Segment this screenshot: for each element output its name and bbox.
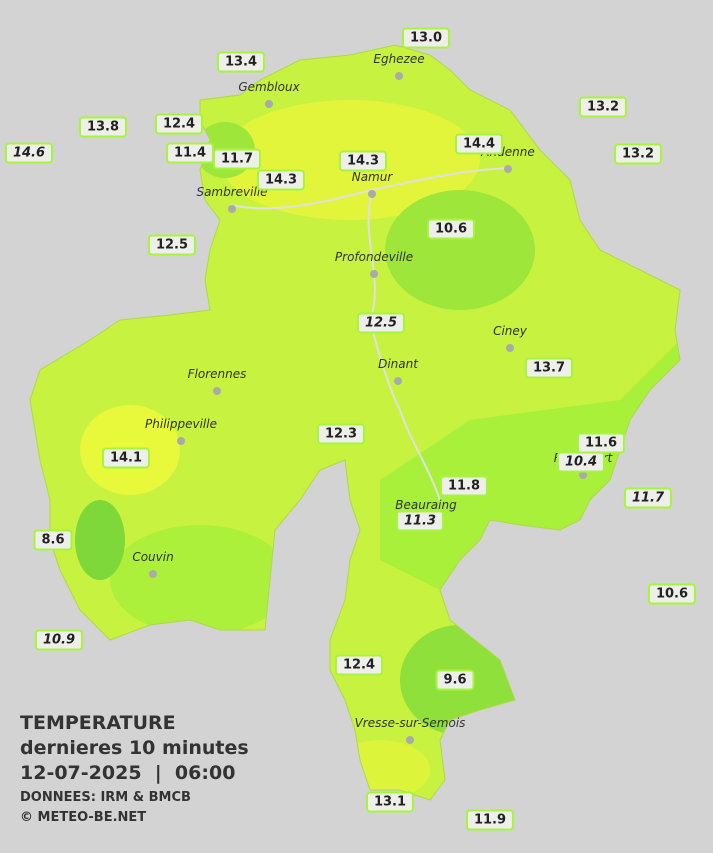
city-dot: [149, 570, 157, 578]
city-dot: [394, 377, 402, 385]
station-label: 13.8: [78, 116, 128, 138]
city-name: Profondeville: [334, 250, 414, 264]
city-dot: [504, 165, 512, 173]
station-label: 12.5: [356, 312, 406, 334]
station-label: 13.7: [524, 357, 574, 379]
station-label: 14.1: [101, 447, 151, 469]
city-dot: [213, 387, 221, 395]
legend-credit: © METEO-BE.NET: [20, 810, 147, 825]
station-label: 10.6: [647, 583, 697, 605]
city-name: Beauraing: [395, 498, 457, 512]
city-name: Couvin: [132, 550, 174, 564]
station-label: 12.4: [334, 654, 384, 676]
station-label: 11.7: [623, 487, 673, 509]
city-name: Gembloux: [238, 80, 300, 94]
station-label: 12.5: [147, 234, 197, 256]
station-label: 11.3: [395, 510, 445, 532]
city-name: Philippeville: [145, 417, 217, 431]
city-dot: [579, 471, 587, 479]
station-label: 12.4: [154, 113, 204, 135]
city-name: Sambreville: [196, 185, 268, 199]
station-label: 10.6: [426, 218, 476, 240]
city-dot: [506, 344, 514, 352]
legend-datetime: 12-07-2025 | 06:00: [20, 762, 236, 784]
city-dot: [368, 190, 376, 198]
station-label: 11.6: [576, 432, 626, 454]
city-name: Ciney: [493, 324, 527, 338]
city-dot: [370, 270, 378, 278]
city-dot: [406, 736, 414, 744]
city-dot: [228, 205, 236, 213]
city-name: Vresse-sur-Semois: [354, 716, 466, 730]
station-label: 11.7: [212, 148, 262, 170]
station-label: 13.2: [613, 143, 663, 165]
river: [367, 189, 441, 501]
station-label: 14.6: [4, 142, 54, 164]
station-label: 10.9: [34, 629, 84, 651]
city-name: Namur: [351, 170, 393, 184]
station-label: 11.4: [165, 142, 215, 164]
city-name: Dinant: [378, 357, 418, 371]
station-label: 13.0: [401, 27, 451, 49]
station-label: 10.4: [556, 451, 606, 473]
station-label: 11.8: [439, 475, 489, 497]
city-dot: [395, 72, 403, 80]
station-label: 14.3: [338, 150, 388, 172]
station-label: 13.2: [578, 96, 628, 118]
station-label: 14.4: [454, 133, 504, 155]
city-dot: [265, 100, 273, 108]
city-name: Florennes: [187, 367, 247, 381]
station-label: 11.9: [465, 809, 515, 831]
city-dot: [177, 437, 185, 445]
station-label: 13.4: [216, 51, 266, 73]
legend-subtitle: dernieres 10 minutes: [20, 737, 249, 759]
legend-source: DONNEES: IRM & BMCB: [20, 790, 191, 805]
station-label: 12.3: [316, 423, 366, 445]
station-label: 13.1: [365, 791, 415, 813]
station-label: 8.6: [33, 529, 73, 551]
legend-title: TEMPERATURE: [20, 712, 176, 734]
station-label: 9.6: [435, 669, 475, 691]
station-label: 14.3: [256, 169, 306, 191]
city-name: Eghezee: [373, 52, 425, 66]
